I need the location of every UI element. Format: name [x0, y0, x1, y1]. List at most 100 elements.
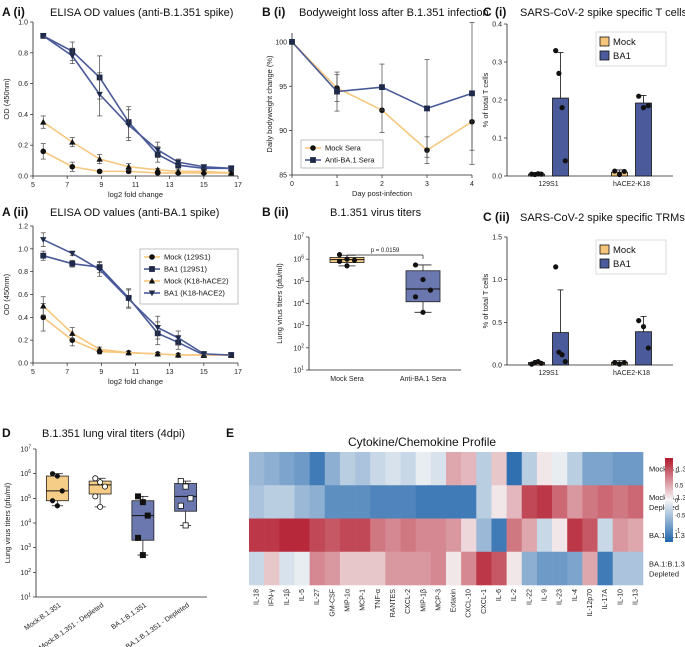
color-legend-bar: [665, 458, 673, 542]
series-line: [42, 121, 232, 174]
heatmap-cell: [400, 551, 416, 586]
data-point: [40, 237, 47, 243]
data-point: [49, 498, 56, 504]
y-tick-label: 105: [293, 277, 304, 286]
panel-b2-header: B (ii) B.1.351 virus titers: [262, 205, 422, 219]
heatmap-cell: [476, 485, 492, 519]
y-tick-label: 0.3: [492, 60, 502, 67]
data-point: [187, 495, 194, 502]
data-point: [427, 287, 434, 293]
data-point: [559, 352, 565, 358]
heatmap-cell: [279, 452, 295, 486]
data-point: [69, 260, 76, 267]
heatmap-cell: [400, 452, 416, 486]
heatmap-cell: [400, 485, 416, 519]
data-point: [200, 351, 208, 358]
heatmap-cell: [491, 485, 507, 519]
data-point: [621, 168, 627, 175]
x-tick-label: 15: [200, 369, 208, 376]
y-tick-label: 0.0: [18, 174, 28, 181]
y-tick-label: 106: [20, 469, 31, 478]
heatmap-cell: [552, 485, 568, 519]
series-line: [42, 305, 232, 356]
heatmap-cell: [627, 485, 644, 519]
heatmap-cell: [567, 551, 583, 586]
heatmap-cell: [309, 485, 326, 519]
heatmap-cell: [612, 551, 629, 586]
x-tick-label: hACE2-K18: [613, 370, 650, 377]
heatmap-cell: [582, 485, 598, 519]
panel-c1-header: C (i) SARS-CoV-2 spike specific T cells: [483, 5, 685, 19]
x-tick-label: 129S1: [538, 370, 558, 377]
heatmap-cell: [339, 452, 356, 486]
data-point: [96, 346, 103, 352]
legend-swatch: [599, 258, 610, 269]
data-point: [344, 263, 350, 269]
data-point: [125, 296, 132, 303]
chart-d: 101 102 103 104 105 106 107 Lung virus titers (…: [3, 445, 207, 647]
heatmap-cell: [339, 551, 356, 586]
heatmap-cell: [552, 551, 568, 586]
data-point: [559, 105, 565, 111]
y-tick-label: 107: [20, 445, 31, 454]
legend-marker: [310, 145, 316, 151]
y-tick-label: 0.8: [18, 50, 28, 57]
heatmap-cell: [521, 485, 538, 519]
y-tick-label: 100: [275, 39, 287, 46]
heatmap-cell: [612, 452, 629, 486]
y-axis-label: Daily bodyweight change (%): [265, 55, 274, 153]
data-point: [344, 256, 350, 262]
heatmap-cell: [339, 518, 356, 553]
data-point: [336, 252, 343, 258]
data-point: [616, 171, 623, 178]
column-label: MCP-3: [435, 589, 442, 611]
column-label: IL-10: [617, 589, 624, 605]
column-label: IL-5: [299, 589, 306, 601]
column-label: IFN-γ: [269, 589, 276, 607]
y-axis-label: % of total T cells: [481, 273, 490, 328]
row-label: Depleted: [649, 503, 679, 512]
data-point: [40, 33, 47, 40]
series-line: [42, 238, 232, 356]
legend-label: Mock (K18-hACE2): [164, 277, 229, 286]
data-point: [420, 276, 426, 283]
heatmap-cell: [264, 452, 280, 486]
y-tick-label: 0.2: [18, 338, 28, 345]
data-point: [135, 493, 142, 500]
chart-e: Mock:B.1.351Mock:B.1.351DepletedBA.1:B.1…: [249, 452, 685, 618]
heatmap-cell: [324, 518, 341, 553]
heatmap-cell: [567, 518, 583, 553]
legend-label: BA1: [613, 259, 631, 270]
heatmap-cell: [461, 518, 477, 553]
data-point: [154, 147, 161, 154]
column-label: MCP-1: [360, 589, 367, 611]
y-tick-label: 90: [279, 128, 287, 135]
data-point: [125, 349, 132, 356]
column-label: IL-17A: [602, 589, 609, 610]
heatmap-cell: [612, 518, 629, 553]
x-tick-label: 13: [166, 182, 174, 189]
data-point: [182, 483, 189, 490]
data-point: [40, 148, 47, 155]
data-point: [175, 159, 182, 166]
legend-label: Mock: [613, 245, 636, 256]
data-point: [96, 266, 103, 273]
x-axis-label: Day post-infection: [352, 189, 412, 198]
heatmap-cell: [536, 452, 553, 486]
legend-marker: [148, 290, 156, 297]
heatmap-cell: [461, 452, 477, 486]
y-tick-label: 0.4: [18, 112, 28, 119]
panel-title: Bodyweight loss after B.1.351 infection: [299, 7, 489, 19]
heatmap-cell: [430, 518, 447, 553]
data-point: [636, 93, 642, 99]
heatmap-cell: [506, 485, 523, 519]
data-point: [200, 168, 208, 174]
heatmap-cell: [370, 551, 386, 586]
heatmap-cell: [446, 452, 462, 486]
heatmap-cell: [385, 551, 401, 586]
heatmap-cell: [582, 452, 598, 486]
x-tick-label: 7: [65, 369, 69, 376]
x-tick-label: hACE2-K18: [613, 181, 650, 188]
p-value-label: p = 0.0159: [371, 248, 400, 254]
